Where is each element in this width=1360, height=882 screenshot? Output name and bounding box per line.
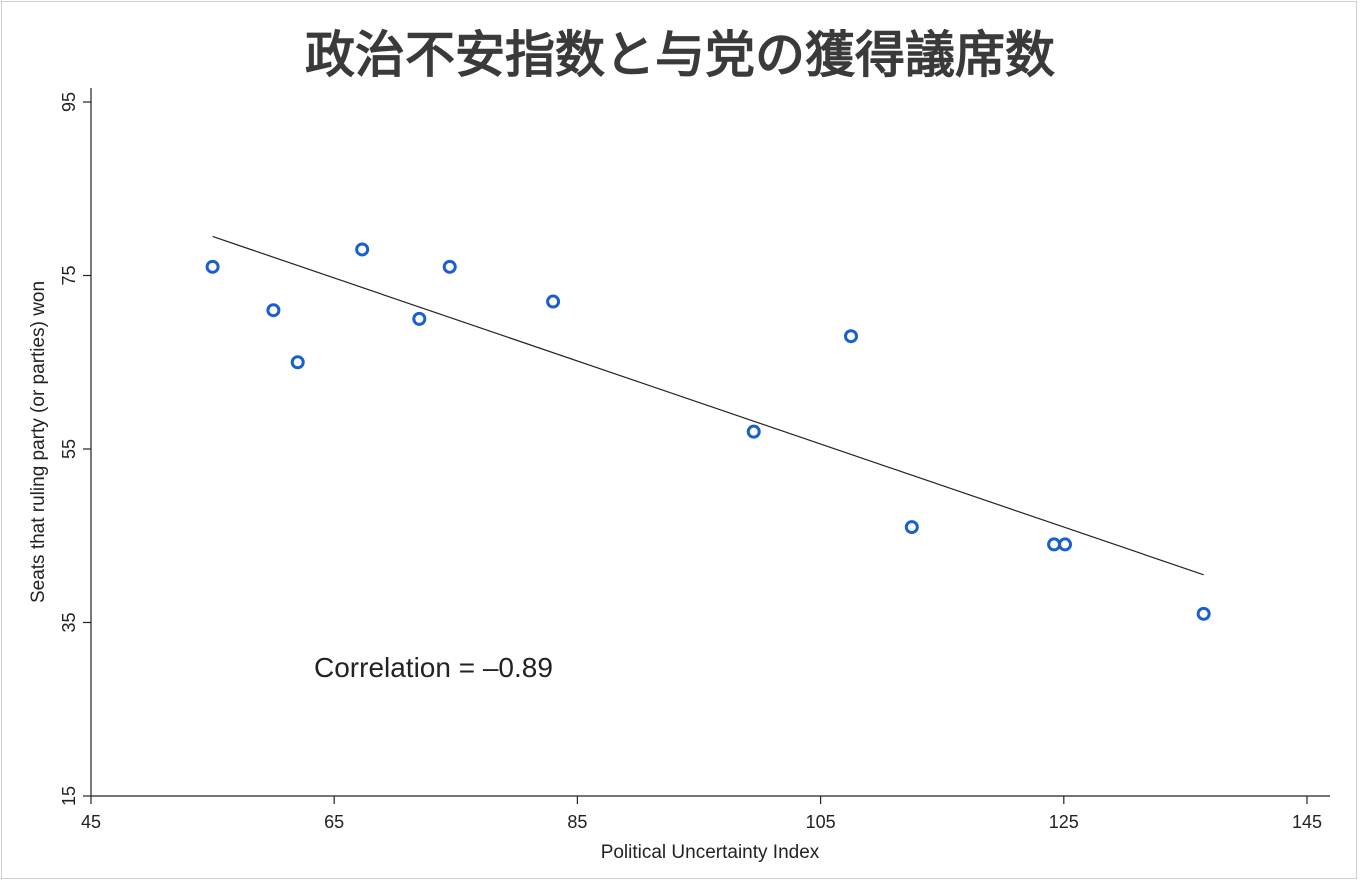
trend-line bbox=[212, 235, 1204, 576]
chart-title: 政治不安指数と与党の獲得議席数 bbox=[305, 26, 1055, 84]
x-tick-label: 45 bbox=[81, 812, 101, 832]
x-tick-label: 145 bbox=[1292, 812, 1322, 832]
y-tick-label: 75 bbox=[59, 265, 79, 285]
x-tick-label: 125 bbox=[1049, 812, 1079, 832]
x-tick-label: 85 bbox=[567, 812, 587, 832]
x-axis-label: Political Uncertainty Index bbox=[601, 842, 820, 863]
correlation-annotation: Correlation = –0.89 bbox=[314, 652, 553, 683]
data-point bbox=[904, 520, 919, 535]
y-tick-label: 55 bbox=[59, 439, 79, 459]
data-point bbox=[1047, 537, 1062, 552]
y-axis-label: Seats that ruling party (or parties) won bbox=[28, 281, 49, 603]
data-point bbox=[290, 355, 305, 370]
data-point bbox=[266, 303, 281, 318]
data-point bbox=[1058, 537, 1073, 552]
x-tick-label: 65 bbox=[324, 812, 344, 832]
axis-ticks: 45 65 85 105 125 145 15 35 55 75 95 bbox=[59, 92, 1322, 832]
data-point bbox=[1196, 606, 1211, 621]
data-point bbox=[442, 259, 457, 274]
data-point bbox=[412, 311, 427, 326]
y-tick-label: 15 bbox=[59, 786, 79, 806]
y-tick-label: 95 bbox=[59, 92, 79, 112]
data-point bbox=[746, 424, 761, 439]
x-tick-label: 105 bbox=[806, 812, 836, 832]
data-point bbox=[546, 294, 561, 309]
y-tick-label: 35 bbox=[59, 612, 79, 632]
data-point bbox=[355, 242, 370, 257]
data-point bbox=[205, 259, 220, 274]
data-points bbox=[205, 242, 1211, 621]
data-point bbox=[844, 329, 858, 344]
